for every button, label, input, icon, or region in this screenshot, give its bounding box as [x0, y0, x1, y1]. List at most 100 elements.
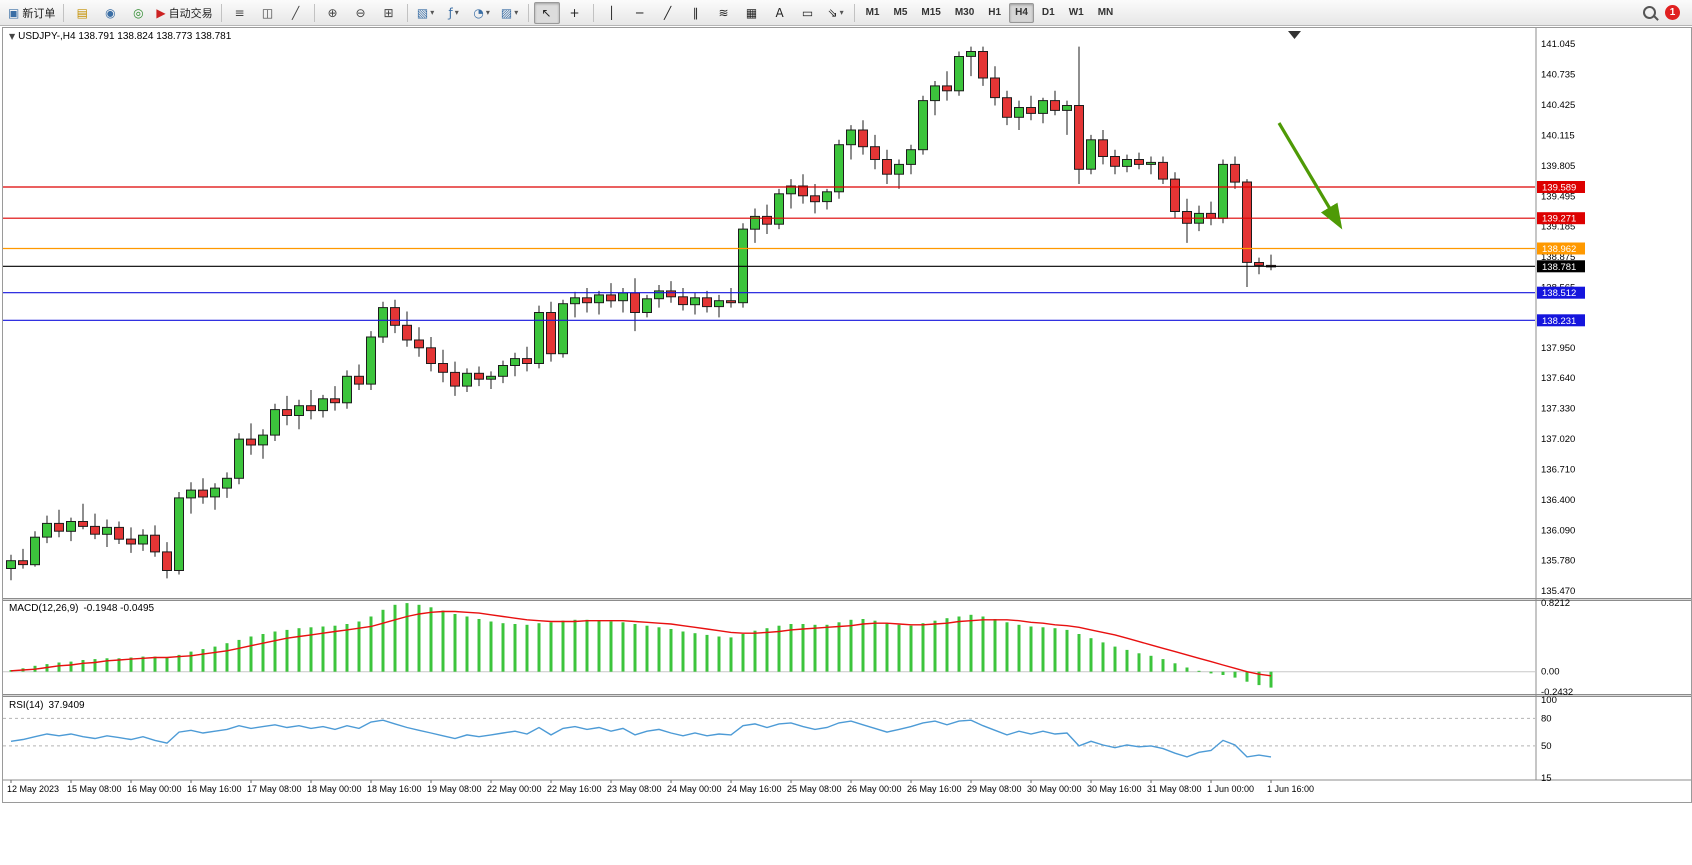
- zoom-out-button[interactable]: ⊖: [348, 2, 374, 24]
- symbol-period-ohlc: USDJPY-,H4 138.791 138.824 138.773 138.7…: [18, 31, 232, 42]
- macd-bar: [873, 620, 877, 672]
- panel-splitter[interactable]: [3, 598, 1691, 601]
- tile-windows-button[interactable]: ⊞: [376, 2, 402, 24]
- time-axis[interactable]: 12 May 2023 15 May 08:00 16 May 00:00 16 Ma…: [7, 780, 1314, 794]
- candle-down: [1158, 161, 1168, 180]
- indicators-button[interactable]: ƒ ▾: [441, 2, 467, 24]
- macd-bar: [861, 619, 865, 672]
- macd-bar: [441, 610, 445, 672]
- fibonacci-button[interactable]: ≋: [711, 2, 737, 24]
- timeframe-button-m1[interactable]: M1: [865, 7, 880, 18]
- bar-chart-button[interactable]: ≡: [227, 2, 253, 24]
- search-icon[interactable]: [1643, 6, 1656, 19]
- price-axis-label: 136.710: [1541, 464, 1575, 475]
- macd-axis-label: 0.00: [1541, 667, 1560, 678]
- templates-button[interactable]: ▨ ▾: [497, 2, 523, 24]
- time-axis-label: 17 May 08:00: [247, 784, 302, 794]
- candle-down: [426, 347, 436, 364]
- candle-up: [174, 497, 184, 571]
- toolbar-button-strip: ▣ 新订单 ▤ ◉ ◎ ▶ 自动交易 ≡ ◫ ╱ ⊕ ⊖ ⊞ ▧ ▾ ƒ ▾ ◔ ▾ ▨ ▾ ↖ + │ ─ ╱ ∥ ≋ ▦ A ▭ ⇘ ▾ M1…: [4, 1, 1120, 24]
- line-chart-button[interactable]: ╱: [283, 2, 309, 24]
- price-level-tag-label: 139.271: [1542, 214, 1576, 225]
- price-axis[interactable]: 141.045 140.735 140.425 140.115 139.805 139.4…: [1541, 39, 1575, 784]
- time-axis-label: 12 May 2023: [7, 784, 59, 794]
- macd-bar: [309, 627, 313, 672]
- price-level-tag[interactable]: [1537, 314, 1585, 327]
- price-level-tag[interactable]: [1537, 286, 1585, 299]
- timeframe-button-h1[interactable]: H1: [988, 7, 1002, 18]
- crosshair-button[interactable]: +: [562, 2, 588, 24]
- price-axis-label: 139.495: [1541, 191, 1575, 202]
- trendline-button[interactable]: ╱: [655, 2, 681, 24]
- horizontal-line-icon: ─: [635, 5, 644, 20]
- macd-bar: [93, 659, 97, 672]
- candlestick-chart-button[interactable]: ◫: [255, 2, 281, 24]
- price-level-tag-label: 138.231: [1542, 316, 1576, 327]
- order-ticket-icon: ▣: [8, 5, 20, 20]
- price-level-tag[interactable]: [1537, 260, 1585, 273]
- periods-button[interactable]: ◔ ▾: [469, 2, 495, 24]
- time-axis-label: 19 May 08:00: [427, 784, 482, 794]
- candle-up: [1146, 161, 1156, 165]
- candle-up: [42, 522, 52, 538]
- macd-bar: [705, 634, 709, 672]
- cursor-button[interactable]: ↖: [533, 1, 560, 24]
- text-label-button[interactable]: ▭: [795, 2, 821, 24]
- arrow-annotation[interactable]: [1277, 122, 1343, 230]
- macd-histogram: [9, 603, 1273, 688]
- macd-bar: [765, 628, 769, 672]
- data-window-button[interactable]: ◎: [125, 2, 151, 24]
- notification-badge[interactable]: 1: [1665, 5, 1680, 20]
- macd-bar: [837, 622, 841, 672]
- vertical-line-button[interactable]: │: [599, 2, 625, 24]
- timeframe-button-m5[interactable]: M5: [893, 7, 908, 18]
- timeframe-button-m15[interactable]: M15: [921, 7, 941, 18]
- candle-up: [1218, 163, 1228, 219]
- profile-button[interactable]: ◉: [97, 2, 123, 24]
- arrows-button[interactable]: ⇘ ▾: [823, 2, 849, 24]
- new-order-button[interactable]: ▣ 新订单: [5, 2, 58, 24]
- candle-down: [1098, 139, 1108, 158]
- candle-up: [570, 297, 580, 305]
- macd-name: MACD(12,26,9): [9, 603, 79, 614]
- arrow-objects-icon: ⇘: [827, 5, 838, 20]
- toolbar-separator: [63, 3, 65, 22]
- price-axis-label: 140.735: [1541, 70, 1575, 81]
- macd-bar: [537, 623, 541, 672]
- one-click-trading-collapse-icon[interactable]: ▼: [9, 32, 16, 41]
- price-level-tag-label: 139.589: [1542, 183, 1576, 194]
- candle-down: [126, 538, 136, 545]
- price-level-tag[interactable]: [1537, 212, 1585, 225]
- zoom-out-icon: ⊖: [355, 5, 366, 20]
- chart-shift-marker[interactable]: [1288, 31, 1301, 39]
- timeframe-button-m30[interactable]: M30: [954, 7, 975, 18]
- candle-up: [930, 85, 940, 102]
- timeframe-button-w1[interactable]: W1: [1068, 7, 1084, 18]
- time-axis-label: 15 May 08:00: [67, 784, 122, 794]
- macd-bar: [633, 624, 637, 672]
- candle-up: [462, 372, 472, 387]
- candle-up: [1062, 105, 1072, 111]
- charts-button[interactable]: ▤: [69, 2, 95, 24]
- panel-splitter[interactable]: [3, 694, 1691, 697]
- macd-bar: [801, 624, 805, 672]
- channel-button[interactable]: ∥: [683, 2, 709, 24]
- rsi-axis-label: 50: [1541, 741, 1552, 752]
- macd-bar: [1089, 638, 1093, 672]
- candle-down: [1074, 105, 1084, 170]
- shapes-button[interactable]: ▦: [739, 2, 765, 24]
- horizontal-line-button[interactable]: ─: [627, 2, 653, 24]
- timeframe-button-mn[interactable]: MN: [1097, 7, 1114, 18]
- chart-canvas[interactable]: 141.045 140.735 140.425 140.115 139.805 139.4…: [3, 28, 1691, 802]
- new-chart-button[interactable]: ▧ ▾: [413, 2, 439, 24]
- price-level-tag[interactable]: [1537, 242, 1585, 255]
- timeframe-button-d1[interactable]: D1: [1041, 7, 1055, 18]
- candle-down: [1050, 100, 1060, 111]
- price-axis-label: 135.470: [1541, 586, 1575, 597]
- zoom-in-button[interactable]: ⊕: [320, 2, 346, 24]
- autotrading-button[interactable]: ▶ 自动交易: [153, 2, 215, 24]
- macd-bar: [1257, 671, 1261, 686]
- price-level-tag[interactable]: [1537, 181, 1585, 193]
- text-button[interactable]: A: [767, 2, 793, 24]
- timeframe-button-h4[interactable]: H4: [1009, 2, 1034, 23]
